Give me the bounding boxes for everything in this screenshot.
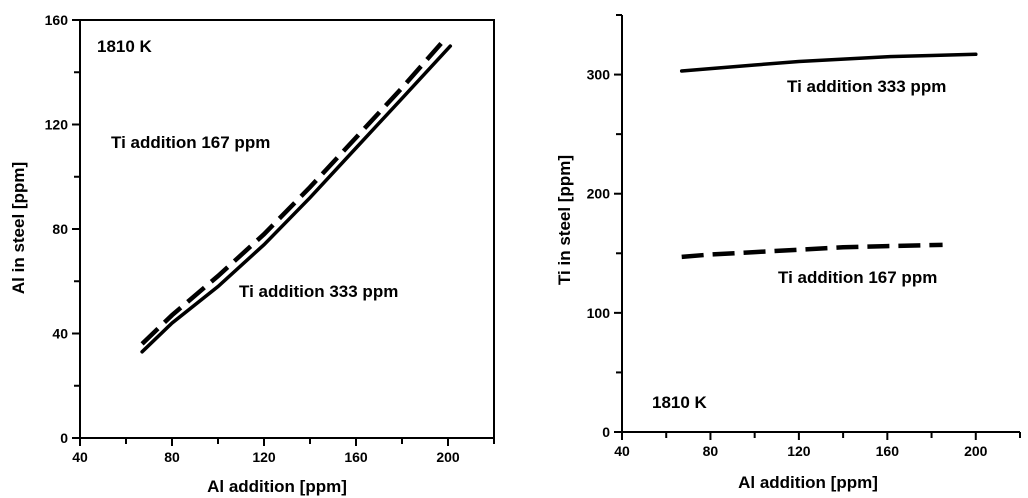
right-x-tick-label: 80 [703,443,719,459]
left-annotation-ti-167: Ti addition 167 ppm [111,133,270,152]
right-x-tick-label: 40 [614,443,630,459]
right-y-axis-title: Ti in steel [ppm] [555,155,574,285]
left-y-tick-label: 0 [60,430,68,446]
left-x-tick-label: 160 [344,449,368,465]
right-y-tick-label: 0 [602,424,610,440]
left-plot-frame [79,19,495,439]
left-x-tick-label: 120 [252,449,276,465]
right-x-tick-label: 120 [787,443,811,459]
right-series-line-solid [679,52,978,73]
left-y-tick-label: 120 [45,117,69,133]
right-ticks: 40 80 120 160 200 0 100 200 300 [587,14,1021,459]
left-x-axis-title: Al addition [ppm] [207,477,347,496]
left-temperature-label: 1810 K [97,37,153,56]
chart-right: 40 80 120 160 200 0 100 200 300 1810 K Ti additi… [555,14,1021,492]
left-x-tick-label: 80 [164,449,180,465]
right-series-line-dashed [681,242,943,260]
left-series [140,42,453,354]
left-x-tick-label: 200 [436,449,460,465]
left-series-line-solid [140,44,453,354]
left-y-axis-title: Al in steel [ppm] [9,162,28,294]
right-x-axis-title: Al addition [ppm] [738,473,878,492]
right-y-tick-label: 100 [587,305,611,321]
right-y-tick-label: 300 [587,67,611,83]
right-temperature-label: 1810 K [652,393,708,412]
left-x-tick-label: 40 [72,449,88,465]
left-annotation-ti-333: Ti addition 333 ppm [239,282,398,301]
left-series-line-dashed [140,42,443,346]
left-y-tick-label: 40 [52,326,68,342]
right-x-tick-label: 160 [876,443,900,459]
left-y-tick-label: 80 [52,221,68,237]
right-y-tick-label: 200 [587,186,611,202]
left-y-tick-label: 160 [45,12,69,28]
right-series [679,52,978,260]
right-annotation-ti-167: Ti addition 167 ppm [778,268,937,287]
right-x-tick-label: 200 [964,443,988,459]
right-annotation-ti-333: Ti addition 333 ppm [787,77,946,96]
